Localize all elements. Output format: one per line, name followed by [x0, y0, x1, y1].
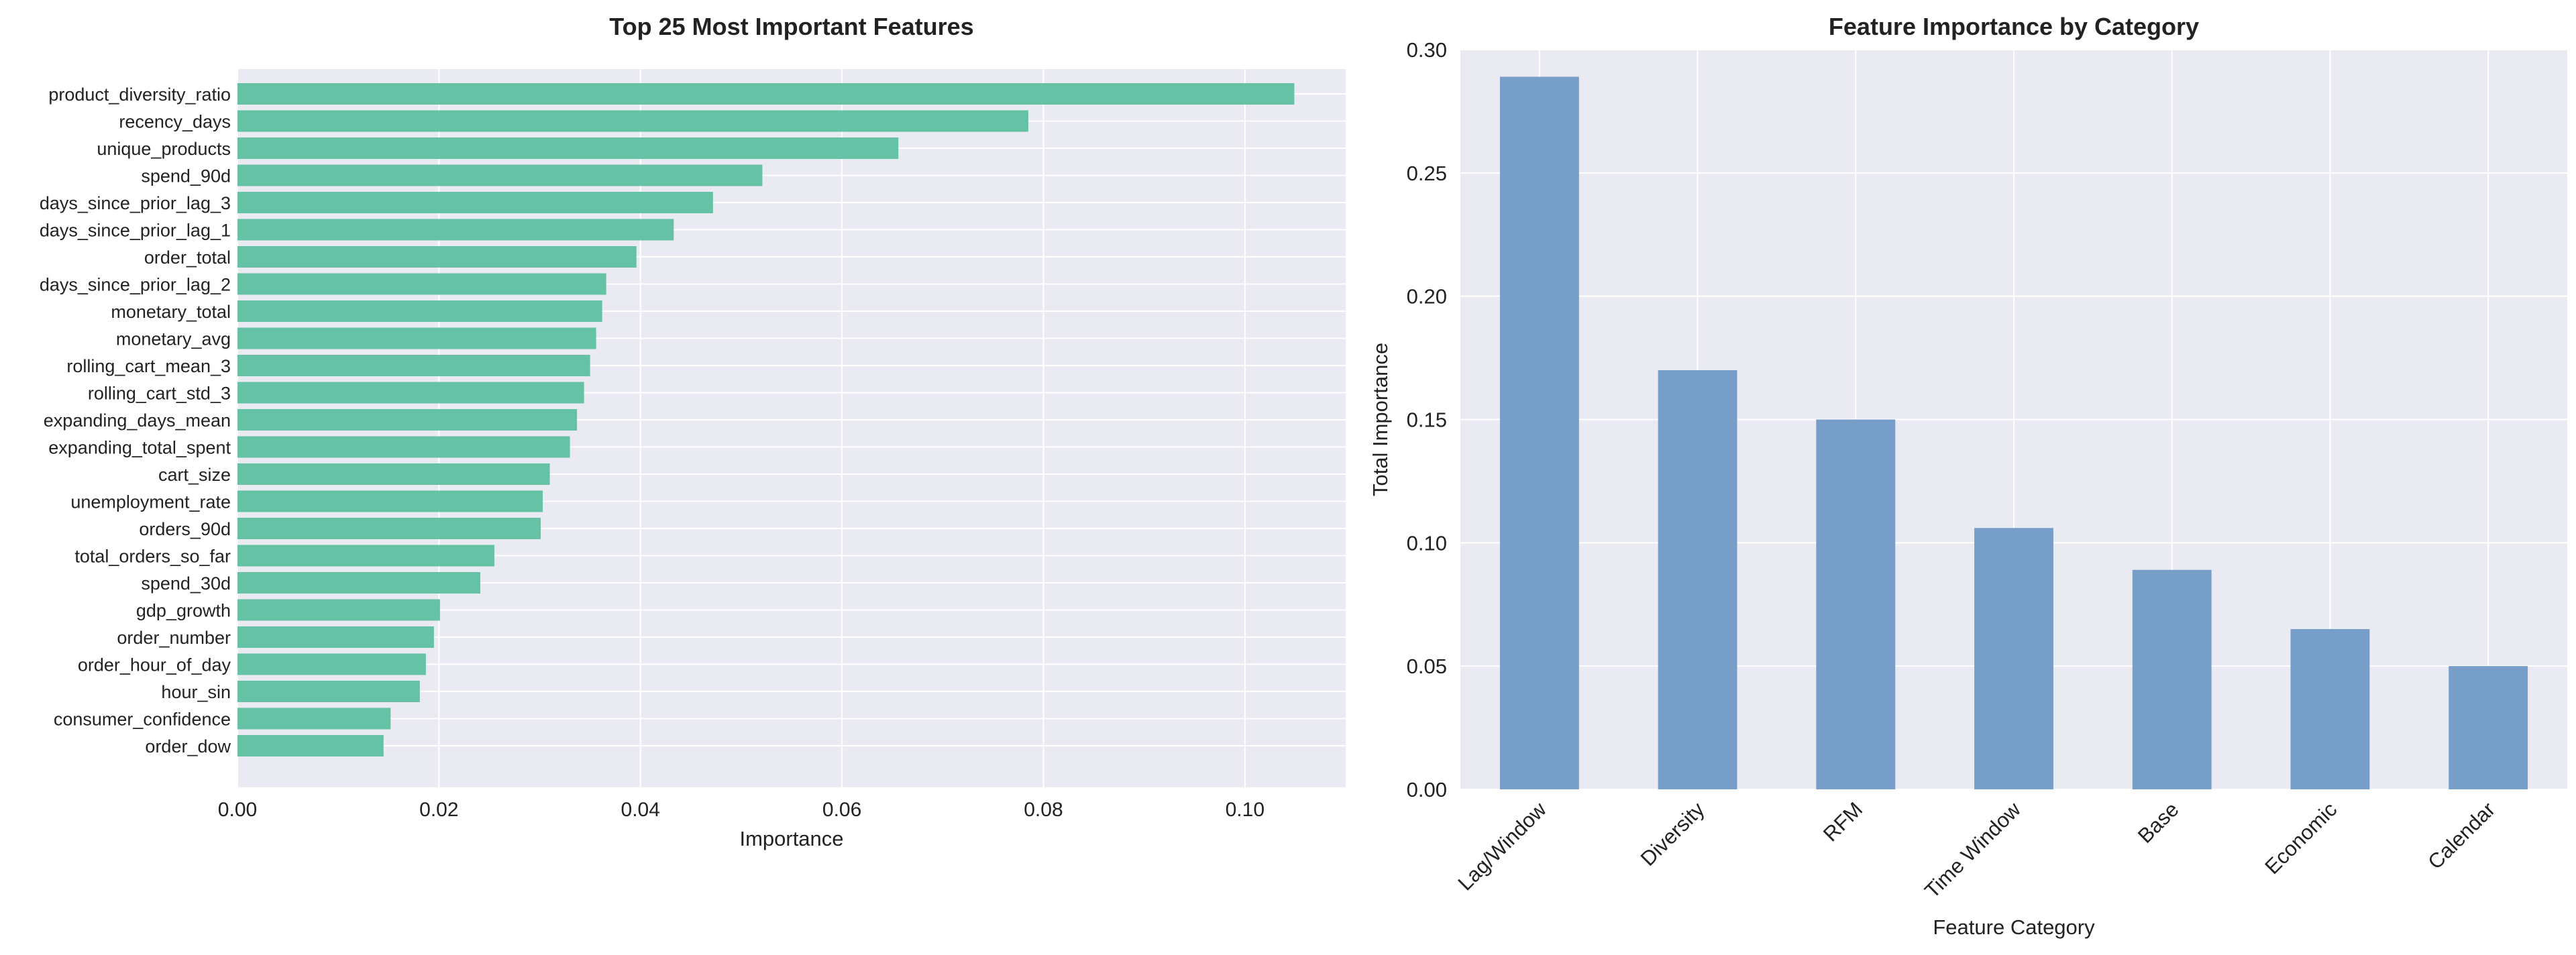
bar-spend_90d [237, 164, 763, 186]
bar-gdp_growth [237, 599, 440, 621]
left-y-tick-label: hour_sin [161, 682, 231, 702]
left-bars [237, 83, 1295, 756]
right-y-tick-label: 0.15 [1407, 408, 1447, 432]
bar-base [2132, 569, 2212, 789]
left-y-tick-label: expanding_days_mean [44, 410, 231, 431]
left-y-tick-label: expanding_total_spent [48, 438, 231, 458]
category-importance-chart: 0.00 0.05 0.10 0.15 0.20 0.25 0.30 Lag/Window D… [1368, 13, 2567, 939]
bar-economic [2290, 629, 2370, 789]
left-y-tick-label: unique_products [97, 139, 231, 159]
left-y-tick-label: gdp_growth [136, 601, 231, 621]
feature-importance-chart: product_diversity_ratio recency_daysuniqu… [40, 13, 1346, 850]
bar-monetary_avg [237, 327, 596, 349]
left-chart-title: Top 25 Most Important Features [609, 13, 973, 40]
bar-lag-window [1499, 76, 1579, 789]
left-y-tick-label: days_since_prior_lag_2 [40, 275, 231, 295]
bar-order_total [237, 246, 637, 268]
left-y-tick-label: monetary_total [111, 302, 231, 322]
bar-orders_90d [237, 518, 541, 539]
left-x-axis-label: Importance [739, 827, 843, 850]
left-x-tick-label: 0.00 [218, 799, 257, 821]
left-y-tick-labels: product_diversity_ratio recency_daysuniqu… [40, 85, 231, 756]
bar-days_since_prior_lag_3 [237, 192, 713, 213]
bar-unique_products [237, 137, 899, 159]
right-x-tick-label: Diversity [1636, 797, 1709, 870]
right-y-tick-labels: 0.00 0.05 0.10 0.15 0.20 0.25 0.30 [1407, 38, 1447, 801]
left-y-tick-label: total_orders_so_far [74, 547, 231, 567]
right-x-tick-labels: Lag/Window Diversity RFM Time Window Base Eco… [1453, 797, 2500, 903]
bar-rolling_cart_std_3 [237, 382, 584, 404]
right-chart-title: Feature Importance by Category [1829, 13, 2199, 40]
bar-rolling_cart_mean_3 [237, 355, 590, 376]
left-y-tick-label: rolling_cart_std_3 [88, 384, 231, 404]
left-y-tick-label: order_dow [145, 736, 231, 756]
left-x-tick-label: 0.06 [822, 799, 861, 821]
left-x-tick-label: 0.04 [621, 799, 660, 821]
bar-product_diversity_ratio [237, 83, 1295, 105]
left-x-tick-label: 0.10 [1226, 799, 1265, 821]
right-y-tick-label: 0.30 [1407, 38, 1447, 62]
left-y-tick-label: spend_30d [141, 573, 231, 594]
left-x-tick-label: 0.08 [1024, 799, 1063, 821]
bar-order_dow [237, 735, 384, 756]
left-y-tick-label: unemployment_rate [70, 492, 231, 512]
right-x-tick-label: Economic [2260, 797, 2341, 879]
right-y-tick-label: 0.00 [1407, 778, 1447, 801]
bar-recency_days [237, 110, 1028, 132]
right-y-tick-label: 0.20 [1407, 285, 1447, 308]
right-x-axis-label: Feature Category [1933, 915, 2095, 939]
bar-rfm [1816, 419, 1896, 789]
bar-spend_30d [237, 572, 480, 594]
bar-expanding_days_mean [237, 409, 578, 431]
left-y-tick-label: consumer_confidence [54, 710, 231, 730]
right-y-axis-label: Total Importance [1368, 343, 1392, 496]
bar-diversity [1658, 370, 1737, 789]
right-x-tick-label: Time Window [1920, 797, 2025, 903]
bar-hour_sin [237, 681, 420, 702]
right-x-tick-label: Calendar [2423, 797, 2500, 874]
left-y-tick-label: product_diversity_ratio [48, 85, 231, 105]
left-y-tick-label: days_since_prior_lag_3 [40, 193, 231, 213]
left-y-tick-label: spend_90d [141, 166, 231, 186]
left-y-tick-label: cart_size [158, 465, 231, 485]
left-y-tick-label: recency_days [119, 112, 231, 132]
bar-days_since_prior_lag_1 [237, 219, 674, 241]
left-y-tick-label: order_hour_of_day [78, 655, 231, 675]
bar-time-window [1974, 528, 2053, 789]
left-y-tick-label: rolling_cart_mean_3 [66, 356, 231, 376]
right-y-tick-label: 0.10 [1407, 531, 1447, 555]
bar-days_since_prior_lag_2 [237, 273, 606, 295]
bar-cart_size [237, 463, 550, 485]
bar-total_orders_so_far [237, 545, 494, 567]
right-bars [1499, 76, 2528, 789]
bar-order_number [237, 626, 434, 648]
left-y-tick-label: order_total [144, 247, 231, 268]
right-x-tick-label: Lag/Window [1453, 797, 1551, 895]
bar-monetary_total [237, 300, 602, 322]
right-x-tick-label: Base [2133, 797, 2184, 848]
left-y-tick-label: orders_90d [139, 519, 231, 539]
right-y-tick-label: 0.25 [1407, 162, 1447, 185]
bar-expanding_total_spent [237, 436, 570, 458]
left-x-tick-labels: 0.00 0.02 0.04 0.06 0.08 0.10 [218, 799, 1265, 821]
bar-calendar [2449, 666, 2528, 789]
bar-order_hour_of_day [237, 653, 426, 675]
left-y-tick-label: order_number [117, 628, 231, 648]
bar-consumer_confidence [237, 708, 391, 730]
bar-unemployment_rate [237, 490, 543, 512]
right-x-tick-label: RFM [1819, 797, 1867, 846]
left-y-tick-label: days_since_prior_lag_1 [40, 221, 231, 241]
left-x-tick-label: 0.02 [419, 799, 458, 821]
left-y-tick-label: monetary_avg [116, 329, 231, 349]
right-y-tick-label: 0.05 [1407, 655, 1447, 678]
